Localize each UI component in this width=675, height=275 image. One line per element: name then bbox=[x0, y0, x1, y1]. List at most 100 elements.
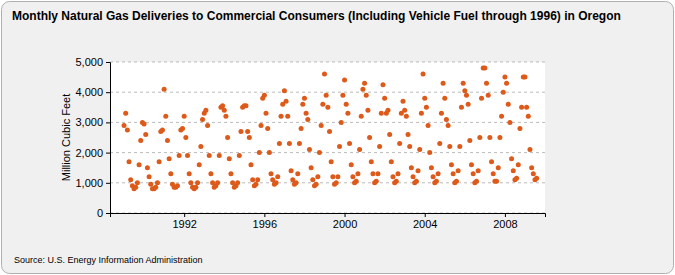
point bbox=[227, 156, 232, 161]
point bbox=[379, 111, 384, 116]
point bbox=[444, 117, 449, 122]
point bbox=[238, 129, 243, 134]
point bbox=[387, 132, 392, 137]
point bbox=[509, 156, 514, 161]
y-tick: 1,000 bbox=[75, 177, 110, 189]
point bbox=[195, 180, 200, 185]
y-axis-line bbox=[106, 63, 111, 214]
point bbox=[243, 103, 248, 108]
point bbox=[411, 174, 416, 179]
point bbox=[267, 150, 272, 155]
point bbox=[188, 180, 193, 185]
point bbox=[380, 82, 385, 87]
point bbox=[370, 171, 375, 176]
point bbox=[497, 135, 502, 140]
chart: 01,0002,0003,0004,0005,00019921996200020… bbox=[0, 0, 675, 275]
point bbox=[215, 180, 220, 185]
point bbox=[447, 144, 452, 149]
point bbox=[302, 96, 307, 101]
point bbox=[187, 171, 192, 176]
point bbox=[487, 135, 492, 140]
point bbox=[437, 141, 442, 146]
point bbox=[208, 171, 213, 176]
x-tick-mark bbox=[264, 213, 265, 217]
point bbox=[342, 78, 347, 83]
point bbox=[235, 180, 240, 185]
point bbox=[155, 180, 160, 185]
point bbox=[248, 162, 253, 167]
point bbox=[501, 90, 506, 95]
point bbox=[474, 179, 479, 184]
point bbox=[327, 129, 332, 134]
point bbox=[307, 147, 312, 152]
x-tick-label: 2000 bbox=[333, 218, 357, 230]
point bbox=[220, 103, 225, 108]
point bbox=[457, 144, 462, 149]
point bbox=[299, 126, 304, 131]
point bbox=[305, 117, 310, 122]
point bbox=[324, 93, 329, 98]
point bbox=[476, 168, 481, 173]
point bbox=[377, 144, 382, 149]
point bbox=[489, 159, 494, 164]
point bbox=[123, 111, 128, 116]
point bbox=[406, 132, 411, 137]
point bbox=[314, 182, 319, 187]
point bbox=[507, 120, 512, 125]
point bbox=[426, 123, 431, 128]
point bbox=[464, 93, 469, 98]
point bbox=[394, 179, 399, 184]
point bbox=[125, 127, 130, 132]
point bbox=[477, 135, 482, 140]
point bbox=[162, 87, 167, 92]
x-tick: 1996 bbox=[253, 213, 277, 230]
point bbox=[329, 159, 334, 164]
point bbox=[527, 147, 532, 152]
point bbox=[265, 126, 270, 131]
grid-line bbox=[110, 152, 545, 153]
point bbox=[504, 81, 509, 86]
x-axis: 19921996200020042008 bbox=[111, 213, 546, 230]
point bbox=[516, 162, 521, 167]
point bbox=[526, 114, 531, 119]
point bbox=[145, 165, 150, 170]
point bbox=[424, 105, 429, 110]
point bbox=[250, 177, 255, 182]
point bbox=[354, 179, 359, 184]
point bbox=[225, 135, 230, 140]
grid-line bbox=[110, 122, 545, 123]
point bbox=[350, 174, 355, 179]
x-tick: 2000 bbox=[333, 213, 357, 230]
point bbox=[193, 185, 198, 190]
point bbox=[502, 75, 507, 80]
point bbox=[335, 174, 340, 179]
point bbox=[339, 120, 344, 125]
point bbox=[128, 177, 133, 182]
point bbox=[334, 180, 339, 185]
point bbox=[122, 123, 127, 128]
point bbox=[175, 183, 180, 188]
point bbox=[282, 88, 287, 93]
point bbox=[274, 180, 279, 185]
point bbox=[417, 147, 422, 152]
point bbox=[522, 75, 527, 80]
point bbox=[153, 185, 158, 190]
point bbox=[143, 132, 148, 137]
point bbox=[446, 123, 451, 128]
point bbox=[309, 165, 314, 170]
point bbox=[317, 150, 322, 155]
point bbox=[534, 176, 539, 181]
point bbox=[414, 179, 419, 184]
point bbox=[300, 102, 305, 107]
x-tick-label: 1992 bbox=[172, 218, 196, 230]
point bbox=[442, 96, 447, 101]
point bbox=[451, 171, 456, 176]
y-tick: 5,000 bbox=[75, 56, 110, 68]
y-tick: 4,000 bbox=[75, 86, 110, 98]
point bbox=[431, 174, 436, 179]
point bbox=[486, 93, 491, 98]
y-tick-mark bbox=[106, 92, 110, 93]
point bbox=[182, 114, 187, 119]
point bbox=[137, 162, 142, 167]
point bbox=[482, 66, 487, 71]
